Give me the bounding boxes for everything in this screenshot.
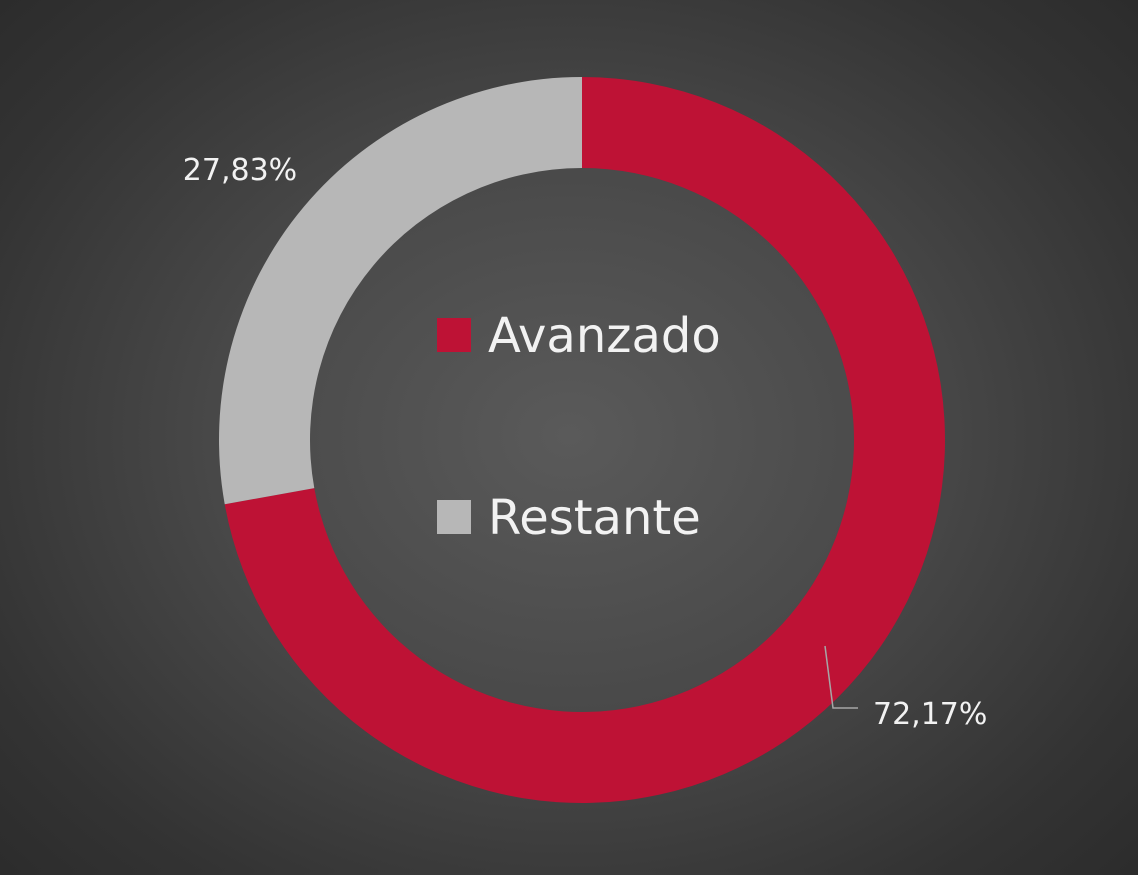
slices-group — [219, 77, 946, 804]
leader-line-avanzado — [824, 645, 858, 709]
slice-restante — [219, 77, 582, 505]
legend-swatch-restante — [437, 500, 471, 534]
legend-label-restante: Restante — [488, 490, 701, 546]
legend: Avanzado Restante — [437, 308, 721, 546]
data-labels-group: 72,17% 27,83% — [183, 153, 988, 732]
legend-swatch-avanzado — [437, 318, 471, 352]
leader-lines-group — [824, 645, 858, 709]
legend-label-avanzado: Avanzado — [488, 308, 721, 364]
data-label-restante: 27,83% — [183, 153, 297, 188]
data-label-avanzado: 72,17% — [873, 697, 987, 732]
